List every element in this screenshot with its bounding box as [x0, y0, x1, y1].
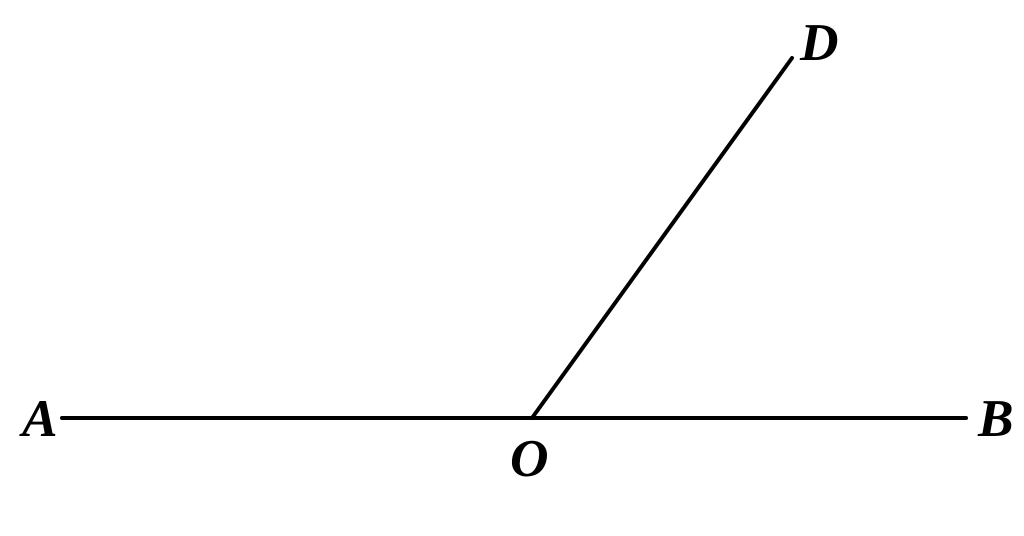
label-d: D — [800, 16, 839, 69]
angle-diagram: A O B D — [0, 0, 1024, 536]
line-od — [532, 58, 792, 418]
label-b: B — [978, 392, 1014, 445]
label-a: A — [22, 392, 58, 445]
label-o: O — [510, 432, 549, 485]
